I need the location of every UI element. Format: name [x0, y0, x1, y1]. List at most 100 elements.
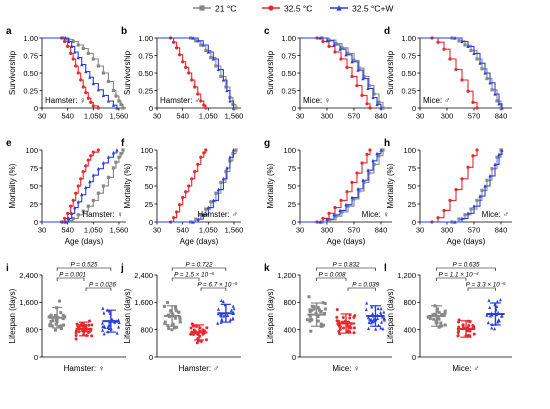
data-point-cw	[231, 316, 235, 320]
data-point-c21	[214, 64, 218, 68]
data-point-cw	[338, 47, 342, 51]
data-point-cw	[67, 39, 71, 44]
data-point-c21	[173, 316, 177, 320]
data-point-c325	[193, 85, 197, 89]
data-point-cw	[206, 205, 210, 210]
data-point-c325	[199, 339, 203, 343]
data-point-cw	[318, 36, 322, 40]
data-point-c325	[86, 330, 90, 334]
data-point-c325	[71, 57, 75, 61]
data-point-cw	[221, 78, 225, 82]
data-point-c325	[342, 326, 346, 330]
series-line-cw	[420, 37, 503, 108]
data-point-c325	[475, 148, 479, 152]
data-point-cw	[191, 36, 195, 40]
data-point-c325	[69, 51, 73, 56]
data-point-c325	[460, 78, 464, 82]
y-tick-label: 0	[149, 353, 153, 362]
y-axis-label: Mortality (%)	[123, 163, 132, 208]
data-point-c325	[84, 91, 88, 95]
panel-subject-label: Mice: ♂	[423, 96, 450, 105]
data-point-c325	[175, 46, 179, 50]
pvalue-bracket	[347, 287, 376, 291]
data-point-c325	[466, 89, 470, 93]
x-axis-label: Age (days)	[180, 237, 219, 246]
series-line-cw	[42, 37, 118, 108]
series-line-c325	[300, 150, 371, 223]
data-point-c325	[196, 332, 200, 336]
data-point-c325	[461, 323, 465, 327]
data-point-cw	[80, 192, 84, 197]
y-tick-label: 1,200	[277, 271, 296, 280]
pvalue-bracket	[436, 277, 467, 281]
panel-h: h Mortality (%) 0 25 50 75 100 30 300 570 840 Mice:…	[384, 138, 512, 246]
data-point-c325	[471, 100, 475, 104]
x-axis-label: Age (days)	[65, 237, 104, 246]
data-point-c21	[51, 319, 55, 323]
data-point-c21	[91, 57, 95, 61]
series-line-cw	[420, 150, 503, 223]
data-point-c325	[175, 210, 179, 214]
data-point-c21	[305, 318, 309, 322]
data-point-c21	[121, 106, 125, 110]
data-point-cw	[338, 208, 342, 213]
data-point-cw	[96, 87, 100, 92]
data-point-c21	[194, 217, 198, 221]
data-point-c325	[365, 102, 369, 106]
data-point-c325	[81, 170, 85, 174]
data-point-cw	[495, 299, 499, 304]
data-point-cw	[231, 304, 235, 308]
data-point-cw	[361, 76, 365, 81]
data-point-cw	[115, 106, 119, 110]
data-point-c325	[333, 50, 337, 54]
y-tick-label: 25	[30, 200, 38, 209]
pvalue-bracket	[316, 277, 347, 281]
data-point-cw	[497, 152, 501, 156]
data-point-c325	[204, 338, 208, 342]
y-axis-label: Survivorship	[123, 50, 132, 95]
data-point-cw	[117, 325, 121, 329]
data-point-cw	[356, 68, 360, 72]
data-point-c325	[76, 184, 80, 188]
data-point-cw	[231, 148, 236, 152]
data-point-cw	[498, 297, 502, 302]
data-point-c21	[174, 306, 178, 310]
data-point-c21	[495, 155, 499, 159]
data-point-cw	[371, 158, 375, 163]
data-point-cw	[500, 148, 504, 152]
data-point-c21	[61, 313, 65, 317]
data-point-cw	[365, 301, 369, 305]
panel-letter: e	[6, 138, 12, 149]
legend-label: 32.5 °C	[284, 4, 312, 14]
data-point-c21	[214, 191, 218, 195]
data-point-c21	[60, 324, 64, 328]
data-point-c325	[196, 92, 200, 96]
y-axis-label: Mortality (%)	[266, 163, 275, 208]
data-point-c325	[204, 106, 208, 110]
y-tick-label: 0	[412, 353, 416, 362]
data-point-c21	[81, 209, 85, 213]
data-point-c21	[81, 46, 85, 51]
data-point-c21	[178, 315, 182, 319]
data-point-c21	[117, 99, 121, 103]
data-point-c21	[308, 319, 312, 323]
y-tick-label: 100	[25, 146, 38, 155]
data-point-c21	[457, 39, 461, 43]
data-point-c21	[178, 317, 182, 321]
data-point-c325	[66, 44, 70, 49]
y-tick-label: 400	[283, 325, 296, 334]
x-tick-label: 540	[176, 112, 189, 121]
x-axis-label: Age (days)	[447, 237, 486, 246]
panel-letter: i	[6, 263, 9, 274]
data-point-c21	[310, 308, 314, 312]
panel-subject-label: Hamster: ♀	[45, 96, 86, 105]
pvalue-label: P = 3.3 × 10⁻⁵	[466, 282, 506, 289]
data-point-c325	[199, 99, 203, 103]
data-point-c325	[84, 323, 88, 327]
data-point-c21	[334, 42, 338, 46]
data-point-cw	[115, 148, 119, 152]
data-point-cw	[493, 162, 497, 166]
data-point-cw	[497, 101, 501, 106]
data-point-c325	[338, 327, 342, 331]
data-point-c325	[466, 165, 470, 169]
